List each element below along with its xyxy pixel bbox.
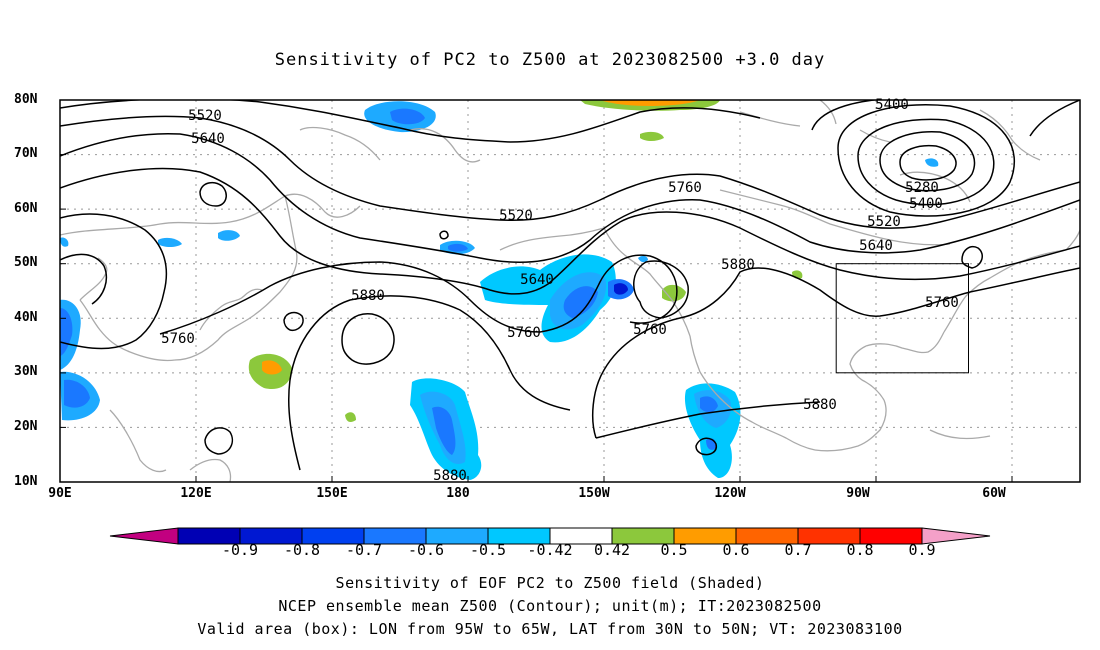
contour-label: 5640 [191,131,225,147]
colorbar-tick-label: 0.5 [660,541,688,559]
lon-label: 90W [846,486,870,501]
lon-label: 60W [982,486,1006,501]
lon-label: 90E [48,486,72,501]
map-title: Sensitivity of PC2 to Z500 at 2023082500… [274,50,826,70]
z500-contours [60,100,1080,471]
colorbar-min-arrow [109,527,179,545]
colorbar [109,527,991,545]
contour-label: 5400 [875,97,909,113]
lat-label: 20N [14,419,38,434]
lon-label: 150W [578,486,610,501]
contour-label: 5880 [803,397,837,413]
contour-label: 5760 [161,331,195,347]
coastlines [60,100,1080,482]
colorbar-tick-label: 0.7 [784,541,812,559]
colorbar-tick-label: -0.5 [469,541,507,559]
caption-line-1: Sensitivity of EOF PC2 to Z500 field (Sh… [335,574,765,592]
contour-label: 5760 [633,322,667,338]
lat-label: 40N [14,310,38,325]
colorbar-tick-label: 0.8 [846,541,874,559]
contour-label: 5880 [721,257,755,273]
contour-label: 5280 [905,180,939,196]
lon-label: 120W [714,486,746,501]
caption-line-3: Valid area (box): LON from 95W to 65W, L… [197,620,903,638]
colorbar-max-arrow [921,527,991,545]
lat-label: 70N [14,146,38,161]
colorbar-tick-label: -0.9 [221,541,259,559]
axis-ticks [60,99,1013,482]
colorbar-tick-label: 0.42 [593,541,631,559]
lon-label: 120E [180,486,212,501]
lat-label: 30N [14,364,38,379]
contour-label: 5400 [909,196,943,212]
contour-label: 5520 [499,208,533,224]
contour-label-group: 5520 5640 5520 5640 5760 5880 5760 5880 … [161,97,959,484]
contour-label: 5880 [351,288,385,304]
contour-label: 5760 [925,295,959,311]
contour-label: 5760 [668,180,702,196]
lon-label: 150E [316,486,348,501]
valid-area-box [835,263,970,374]
contour-label: 5520 [188,108,222,124]
colorbar-tick-label: 0.9 [908,541,936,559]
contour-label: 5640 [859,238,893,254]
colorbar-tick-label: 0.6 [722,541,750,559]
caption-line-2: NCEP ensemble mean Z500 (Contour); unit(… [278,597,822,615]
lat-label: 50N [14,255,38,270]
lat-label: 10N [14,474,38,489]
colorbar-tick-label: -0.7 [345,541,383,559]
colorbar-tick-label: -0.6 [407,541,445,559]
contour-label: 5880 [433,468,467,484]
contour-label: 5640 [520,272,554,288]
shaded-sensitivity [60,100,939,480]
colorbar-tick-label: -0.42 [527,541,573,559]
colorbar-tick-label: -0.8 [283,541,321,559]
contour-label: 5520 [867,214,901,230]
lat-label: 60N [14,201,38,216]
map-frame [59,99,1081,483]
contour-label: 5760 [507,325,541,341]
lon-label: 180 [446,486,470,501]
lat-label: 80N [14,92,38,107]
